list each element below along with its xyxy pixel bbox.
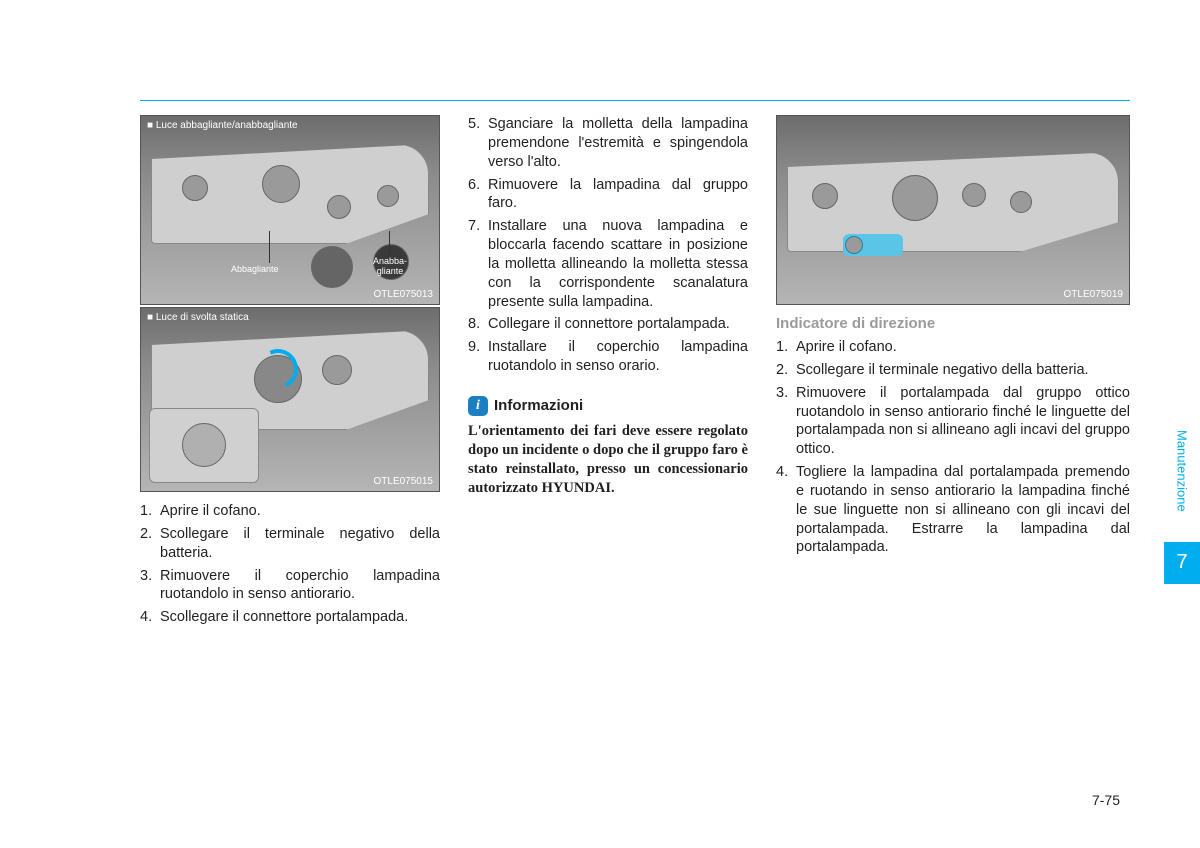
label-abbagliante: Abbagliante [231, 264, 279, 274]
label-anabbagliante: Anabba- gliante [373, 256, 407, 276]
chapter-tab: Manutenzione 7 [1164, 420, 1200, 584]
chapter-number: 7 [1164, 542, 1200, 584]
list-item: Sganciare la molletta della lampadina pr… [468, 115, 748, 172]
manual-page: ■ Luce abbagliante/anabbagliante Abbagli… [0, 0, 1200, 848]
page-number: 7-75 [1092, 792, 1120, 808]
list-item: Scollegare il terminale negativo della b… [140, 525, 440, 563]
info-title: Informazioni [494, 397, 583, 414]
info-heading: i Informazioni [468, 396, 748, 416]
list-item: Togliere la lampadina dal portalampada p… [776, 463, 1130, 557]
list-item: Scollegare il connettore portalampada. [140, 608, 440, 627]
list-item: Rimuovere la lampadina dal gruppo faro. [468, 176, 748, 214]
headlamp-illustration [151, 144, 429, 244]
figure-turn-indicator: OTLE075019 [776, 115, 1130, 305]
figure-code: OTLE075013 [374, 289, 434, 300]
column-3: OTLE075019 Indicatore di direzione Aprir… [776, 115, 1130, 631]
figure-highbeam-lowbeam: ■ Luce abbagliante/anabbagliante Abbagli… [140, 115, 440, 305]
content-columns: ■ Luce abbagliante/anabbagliante Abbagli… [140, 115, 1130, 631]
figure-caption: ■ Luce di svolta statica [147, 312, 249, 323]
list-item: Aprire il cofano. [140, 502, 440, 521]
procedure-list-3: Aprire il cofano. Scollegare il terminal… [776, 338, 1130, 557]
figure-static-cornering: ■ Luce di svolta statica OTLE075015 [140, 307, 440, 492]
top-divider [140, 100, 1130, 101]
list-item: Rimuovere il portalampada dal gruppo ott… [776, 384, 1130, 459]
figure-code: OTLE075015 [374, 476, 434, 487]
list-item: Scollegare il terminale negativo della b… [776, 361, 1130, 380]
chapter-label: Manutenzione [1169, 420, 1196, 542]
detail-inset [149, 408, 259, 483]
headlamp-illustration [787, 152, 1119, 252]
list-item: Collegare il connettore portalampada. [468, 315, 748, 334]
highlight-bulb [843, 234, 903, 256]
figure-caption: ■ Luce abbagliante/anabbagliante [147, 120, 298, 131]
procedure-list-1: Aprire il cofano. Scollegare il terminal… [140, 502, 440, 627]
section-subtitle: Indicatore di direzione [776, 315, 1130, 332]
list-item: Installare il coperchio lampadina ruotan… [468, 338, 748, 376]
list-item: Aprire il cofano. [776, 338, 1130, 357]
info-body: L'orientamento dei fari deve essere rego… [468, 422, 748, 497]
column-1: ■ Luce abbagliante/anabbagliante Abbagli… [140, 115, 440, 631]
list-item: Installare una nuova lampadina e bloccar… [468, 217, 748, 311]
procedure-list-2: Sganciare la molletta della lampadina pr… [468, 115, 748, 376]
info-icon: i [468, 396, 488, 416]
list-item: Rimuovere il coperchio lampadina ruotand… [140, 567, 440, 605]
figure-code: OTLE075019 [1064, 289, 1124, 300]
column-2: Sganciare la molletta della lampadina pr… [468, 115, 748, 631]
